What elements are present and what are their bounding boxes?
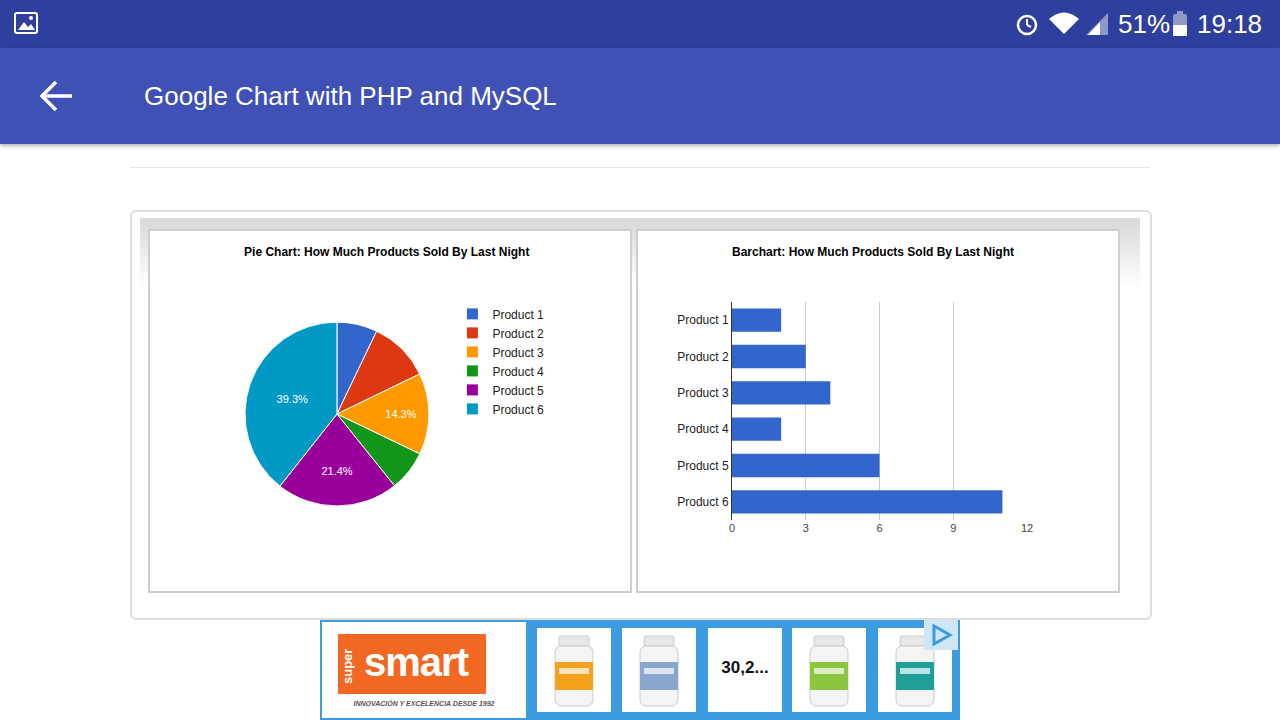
svg-text:Product 3: Product 3	[492, 346, 544, 360]
svg-text:6: 6	[876, 522, 882, 534]
html-text:super: super	[340, 648, 355, 684]
svg-text:3: 3	[803, 522, 809, 534]
svg-text:Product 5: Product 5	[492, 384, 544, 398]
html-text:51%: 51%	[1118, 9, 1170, 39]
svg-text:21.4%: 21.4%	[321, 465, 352, 477]
svg-text:12: 12	[1021, 522, 1033, 534]
html-text:30,2...: 30,2...	[721, 658, 769, 677]
svg-text:Product 2: Product 2	[677, 350, 729, 364]
svg-text:Product 3: Product 3	[677, 386, 729, 400]
svg-text:Product 1: Product 1	[677, 313, 729, 327]
html-text:Google Chart with PHP and MySQ: Google Chart with PHP and MySQL	[144, 81, 557, 111]
svg-text:Product 4: Product 4	[677, 422, 729, 436]
svg-text:Product 1: Product 1	[492, 308, 544, 322]
html-text:19:18: 19:18	[1197, 9, 1263, 39]
svg-text:Product 6: Product 6	[492, 403, 544, 417]
svg-text:0: 0	[729, 522, 735, 534]
svg-text:Product 2: Product 2	[492, 327, 544, 341]
svg-text:Pie Chart: How Much Products S: Pie Chart: How Much Products Sold By Las…	[244, 245, 529, 259]
svg-text:9: 9	[950, 522, 956, 534]
svg-text:Product 4: Product 4	[492, 365, 544, 379]
html-text:smart: smart	[364, 640, 468, 684]
svg-text:Product 6: Product 6	[677, 495, 729, 509]
svg-text:39.3%: 39.3%	[277, 393, 308, 405]
svg-text:Barchart: How Much Products So: Barchart: How Much Products Sold By Last…	[732, 245, 1014, 259]
svg-text:Product 5: Product 5	[677, 459, 729, 473]
html-text:INNOVACIÓN Y EXCELENCIA DESDE: INNOVACIÓN Y EXCELENCIA DESDE 1992	[353, 700, 495, 707]
svg-text:14.3%: 14.3%	[385, 408, 416, 420]
